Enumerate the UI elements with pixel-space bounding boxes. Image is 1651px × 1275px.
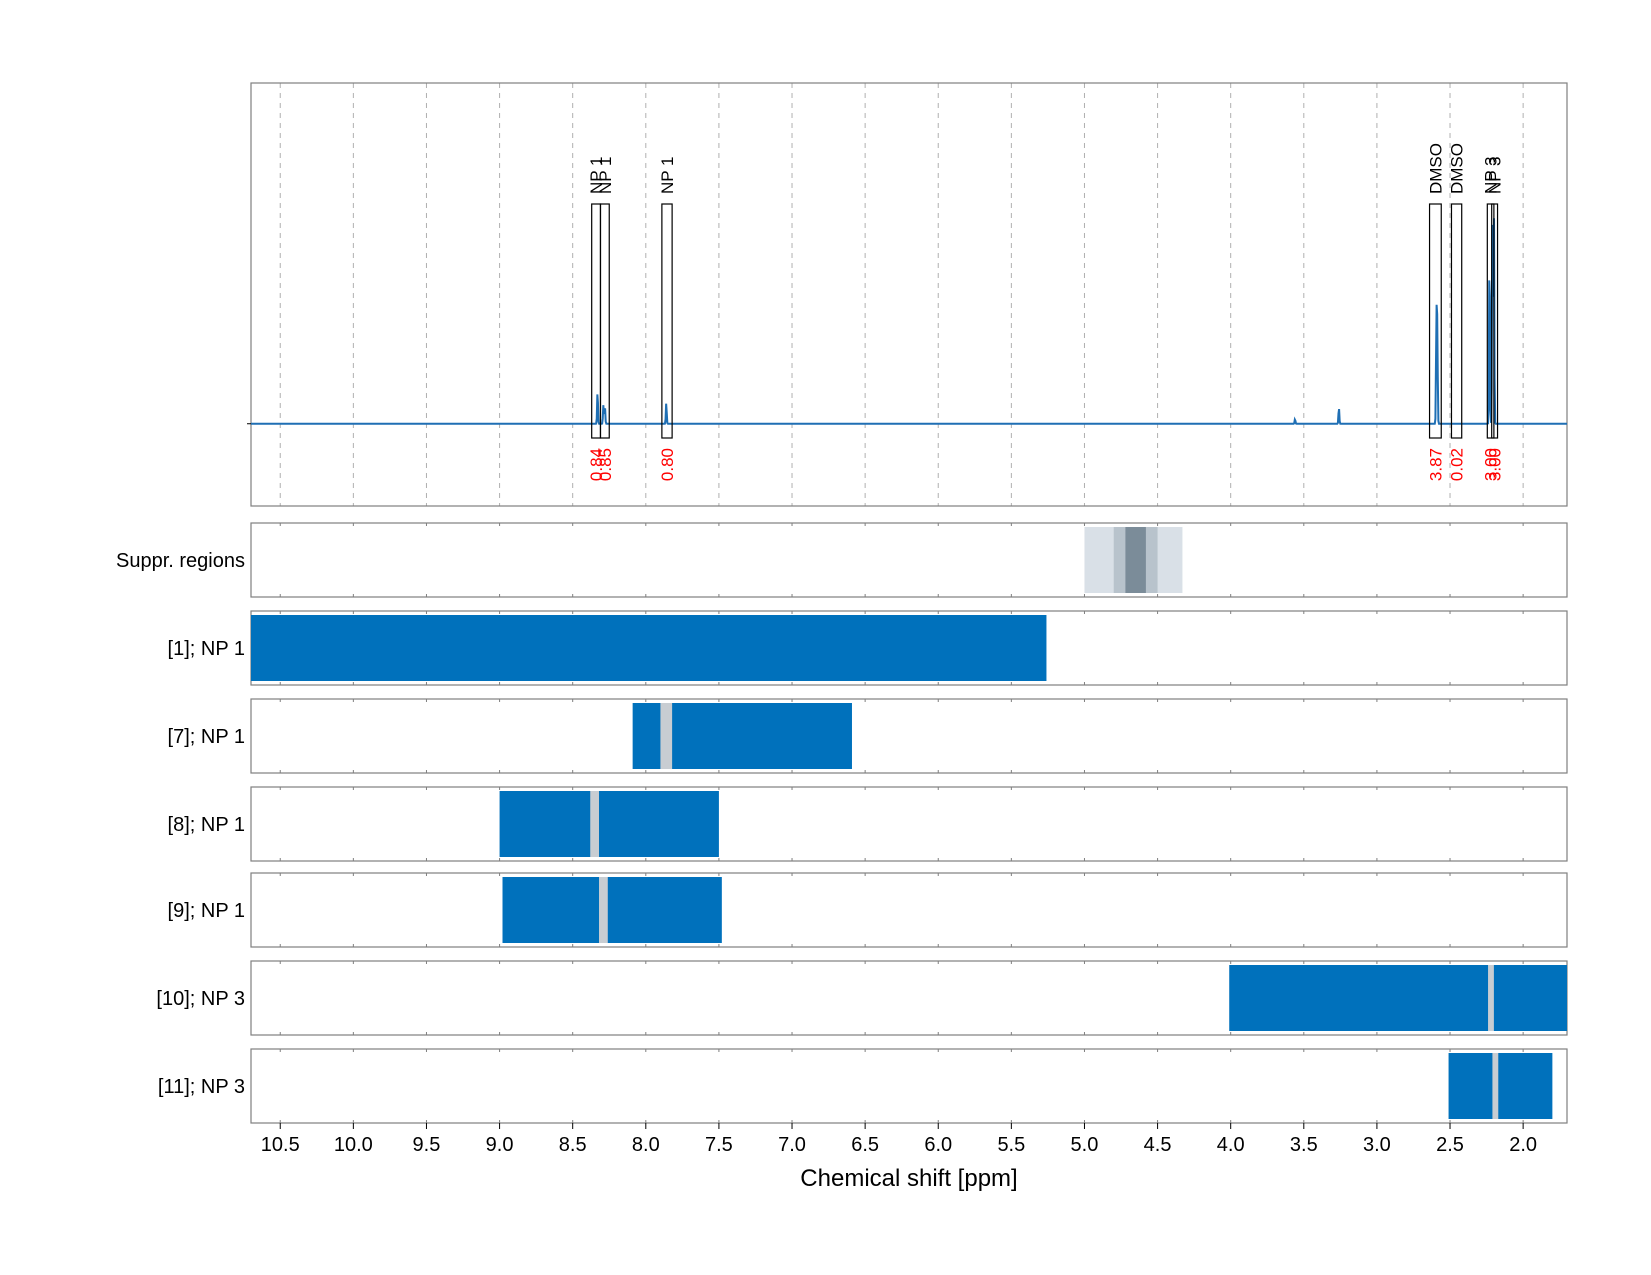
track-label: Suppr. regions	[116, 550, 245, 572]
spectrum-frame	[250, 82, 1568, 507]
annotation-label: NP 1	[596, 157, 615, 195]
track-label: [11]; NP 3	[158, 1076, 245, 1098]
suppression-region	[1125, 527, 1146, 593]
x-tick-label: 10.5	[261, 1134, 300, 1156]
track-frame	[250, 522, 1568, 598]
track-3: [8]; NP 1	[168, 786, 1568, 862]
annotation-label: NP 3	[1486, 157, 1505, 195]
region-gap	[599, 877, 608, 943]
x-tick-label: 3.5	[1290, 1134, 1318, 1156]
annotation-integral: 0.02	[1448, 448, 1467, 481]
region-gap	[660, 703, 673, 769]
x-tick-label: 5.0	[1071, 1134, 1099, 1156]
region-bar	[1229, 965, 1567, 1031]
track-2: [7]; NP 1	[168, 698, 1568, 774]
annotation-box	[661, 203, 673, 439]
annotation-integral: 0.80	[658, 448, 677, 481]
grid-lines	[279, 83, 1524, 506]
x-tick-label: 8.0	[632, 1134, 660, 1156]
x-tick-label: 2.0	[1509, 1134, 1537, 1156]
annotation-box	[591, 203, 602, 439]
track-frame	[250, 1048, 1568, 1124]
x-tick-label: 10.0	[334, 1134, 373, 1156]
x-tick-label: 4.0	[1217, 1134, 1245, 1156]
track-6: [11]; NP 3	[158, 1048, 1568, 1124]
track-frame	[250, 786, 1568, 862]
x-tick-label: 9.5	[413, 1134, 441, 1156]
x-axis-label: Chemical shift [ppm]	[800, 1165, 1017, 1192]
x-tick-label: 4.5	[1144, 1134, 1172, 1156]
region-gap	[1488, 965, 1494, 1031]
region-tracks: Suppr. regions [1]; NP 1 [7]; NP 1 [8]; NP …	[116, 522, 1568, 1124]
spectrum-panel: NP 1 0.84 NP 1 0.85 NP 1 0.80 DMSO 3.87 DMSO 0.02…	[247, 82, 1568, 507]
annotation-box	[1428, 203, 1442, 439]
annotation-box	[1450, 203, 1463, 439]
x-tick-label: 8.5	[559, 1134, 587, 1156]
x-tick-label: 7.0	[778, 1134, 806, 1156]
annotation-label: DMSO	[1448, 143, 1467, 194]
region-gap	[1492, 1053, 1499, 1119]
annotation-box	[1491, 203, 1499, 439]
peak-annotations: NP 1 0.84 NP 1 0.85 NP 1 0.80 DMSO 3.87 DMSO 0.02…	[587, 143, 1505, 481]
track-label: [10]; NP 3	[156, 988, 245, 1010]
annotation-integral: 0.84	[587, 448, 606, 481]
track-label: [1]; NP 1	[168, 638, 245, 660]
track-1: [1]; NP 1	[168, 610, 1568, 686]
annotation-integral: 0.85	[596, 448, 615, 481]
annotation-label: NP 3	[1482, 157, 1501, 195]
region-bar	[251, 615, 1047, 681]
track-label: [7]; NP 1	[168, 726, 245, 748]
track-5: [10]; NP 3	[156, 960, 1568, 1036]
region-bar	[499, 791, 719, 857]
annotation-label: DMSO	[1426, 143, 1445, 194]
track-frame	[250, 698, 1568, 774]
x-axis: 10.5 10.0 9.5 9.0 8.5 8.0 7.5 7.0 6.5 6.0 5.5 5.0 4.…	[261, 1123, 1537, 1156]
track-4: [9]; NP 1	[168, 872, 1568, 948]
track-label: [8]; NP 1	[168, 814, 245, 836]
annotation-label: NP 1	[587, 157, 606, 195]
x-tick-label: 6.5	[851, 1134, 879, 1156]
x-tick-label: 6.0	[924, 1134, 952, 1156]
x-tick-label: 2.5	[1436, 1134, 1464, 1156]
x-tick-label: 3.0	[1363, 1134, 1391, 1156]
annotation-box	[1486, 203, 1495, 439]
spectrum-line	[251, 218, 1567, 425]
annotation-label: NP 1	[658, 157, 677, 195]
track-frame	[250, 872, 1568, 948]
region-bar	[1448, 1053, 1553, 1119]
annotation-box	[599, 203, 610, 439]
x-tick-label: 5.5	[997, 1134, 1025, 1156]
region-bar	[502, 877, 722, 943]
track-label: [9]; NP 1	[168, 900, 245, 922]
x-tick-label: 7.5	[705, 1134, 733, 1156]
annotation-integral: 3.00	[1482, 448, 1501, 481]
track-0: Suppr. regions	[116, 522, 1568, 598]
annotation-integral: 3.00	[1486, 448, 1505, 481]
region-gap	[590, 791, 600, 857]
annotation-integral: 3.87	[1426, 448, 1445, 481]
x-tick-label: 9.0	[486, 1134, 514, 1156]
